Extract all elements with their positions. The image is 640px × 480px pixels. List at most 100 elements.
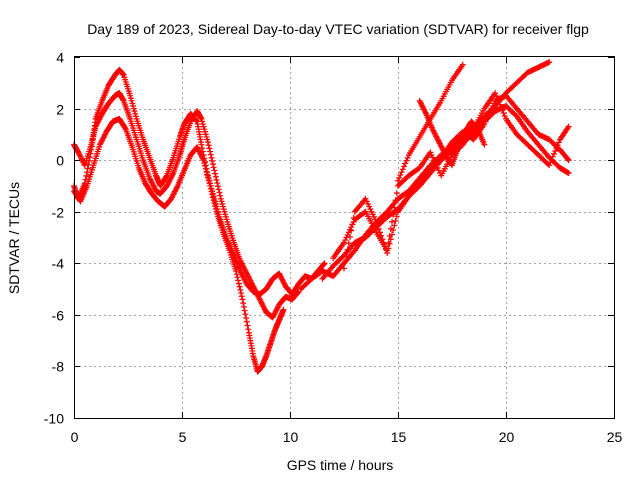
data-point <box>564 155 571 162</box>
data-point <box>345 240 352 247</box>
data-point <box>552 147 559 154</box>
data-point <box>235 277 242 284</box>
data-point <box>215 183 221 190</box>
data-point <box>320 261 327 268</box>
data-point <box>213 176 220 183</box>
x-tick-label: 5 <box>179 429 187 445</box>
data-point <box>207 182 214 189</box>
x-tick-label: 25 <box>607 429 623 445</box>
y-tick-label: -8 <box>52 359 65 375</box>
data-point <box>481 141 488 148</box>
data-point <box>206 145 213 152</box>
data-point <box>244 322 251 329</box>
y-tick-label: 0 <box>56 153 64 169</box>
data-point <box>212 170 219 177</box>
data-point <box>500 110 507 117</box>
data-point <box>233 271 240 278</box>
data-point <box>378 232 385 239</box>
grid <box>74 57 614 418</box>
data-point <box>239 296 246 303</box>
data-point <box>203 168 210 175</box>
data-point <box>401 163 407 170</box>
data-point <box>402 160 409 167</box>
data-point <box>374 222 381 229</box>
data-point <box>373 219 380 226</box>
y-tick-label: -6 <box>52 308 65 324</box>
data-point <box>240 303 247 310</box>
data-point <box>235 280 242 287</box>
data-point <box>205 177 212 184</box>
axis-ticks <box>74 57 615 419</box>
data-point <box>492 90 499 97</box>
data-point <box>208 188 215 195</box>
data-point <box>350 215 357 222</box>
data-point <box>205 142 212 149</box>
data-point <box>193 117 200 124</box>
data-point <box>392 217 399 224</box>
data-point <box>349 221 356 228</box>
series-track-2 <box>71 90 302 321</box>
data-point <box>198 141 205 148</box>
data-point <box>343 252 350 259</box>
data-point <box>551 150 557 157</box>
data-point <box>207 185 214 192</box>
data-point <box>234 274 241 281</box>
data-point <box>211 167 218 174</box>
data-point <box>397 172 404 179</box>
data-point <box>375 225 382 232</box>
data-point <box>163 173 170 180</box>
data-point <box>204 139 211 146</box>
data-point <box>321 260 328 267</box>
data-point <box>342 259 349 266</box>
data-point <box>238 293 245 300</box>
data-point <box>207 148 214 155</box>
x-tick-label: 15 <box>391 429 407 445</box>
data-point <box>208 154 215 161</box>
data-point <box>501 113 508 120</box>
data-point <box>209 158 216 165</box>
data-point <box>211 200 218 207</box>
data-point <box>206 180 213 187</box>
data-point <box>84 165 91 172</box>
plot-frame <box>74 56 615 419</box>
data-point <box>347 233 353 240</box>
data-point <box>294 289 301 296</box>
data-point <box>395 177 401 184</box>
data-point <box>391 204 398 211</box>
data-point <box>212 173 219 180</box>
data-point <box>555 139 562 146</box>
data-point <box>390 211 397 218</box>
data-point <box>379 236 386 243</box>
data-point <box>385 245 392 252</box>
x-tick-label: 10 <box>283 429 299 445</box>
y-axis-title: SDTVAR / TECUs <box>6 182 22 294</box>
data-point <box>547 159 554 166</box>
data-point <box>233 268 239 275</box>
data-point <box>565 157 572 164</box>
data-point <box>212 205 219 212</box>
data-point <box>344 246 351 253</box>
chart-title: Day 189 of 2023, Sidereal Day-to-day VTE… <box>87 21 589 37</box>
data-point <box>202 165 209 172</box>
x-tick-label: 20 <box>499 429 515 445</box>
data-point <box>392 197 399 204</box>
data-point <box>549 153 556 160</box>
data-point <box>384 249 391 256</box>
data-point <box>387 236 394 243</box>
data-point <box>210 197 217 204</box>
data-point <box>243 318 250 325</box>
y-tick-label: 4 <box>56 50 64 66</box>
y-tick-label: -10 <box>44 411 64 427</box>
data-point <box>404 154 411 161</box>
data-point <box>245 326 252 333</box>
data-point <box>204 171 211 178</box>
data-point <box>565 123 572 130</box>
data-point <box>393 190 400 197</box>
data-point <box>215 186 222 193</box>
data-point <box>348 227 355 234</box>
data-point <box>241 307 248 314</box>
data-point <box>381 243 388 250</box>
data-point <box>238 290 245 297</box>
data-point <box>209 191 216 198</box>
data-point <box>236 283 243 290</box>
